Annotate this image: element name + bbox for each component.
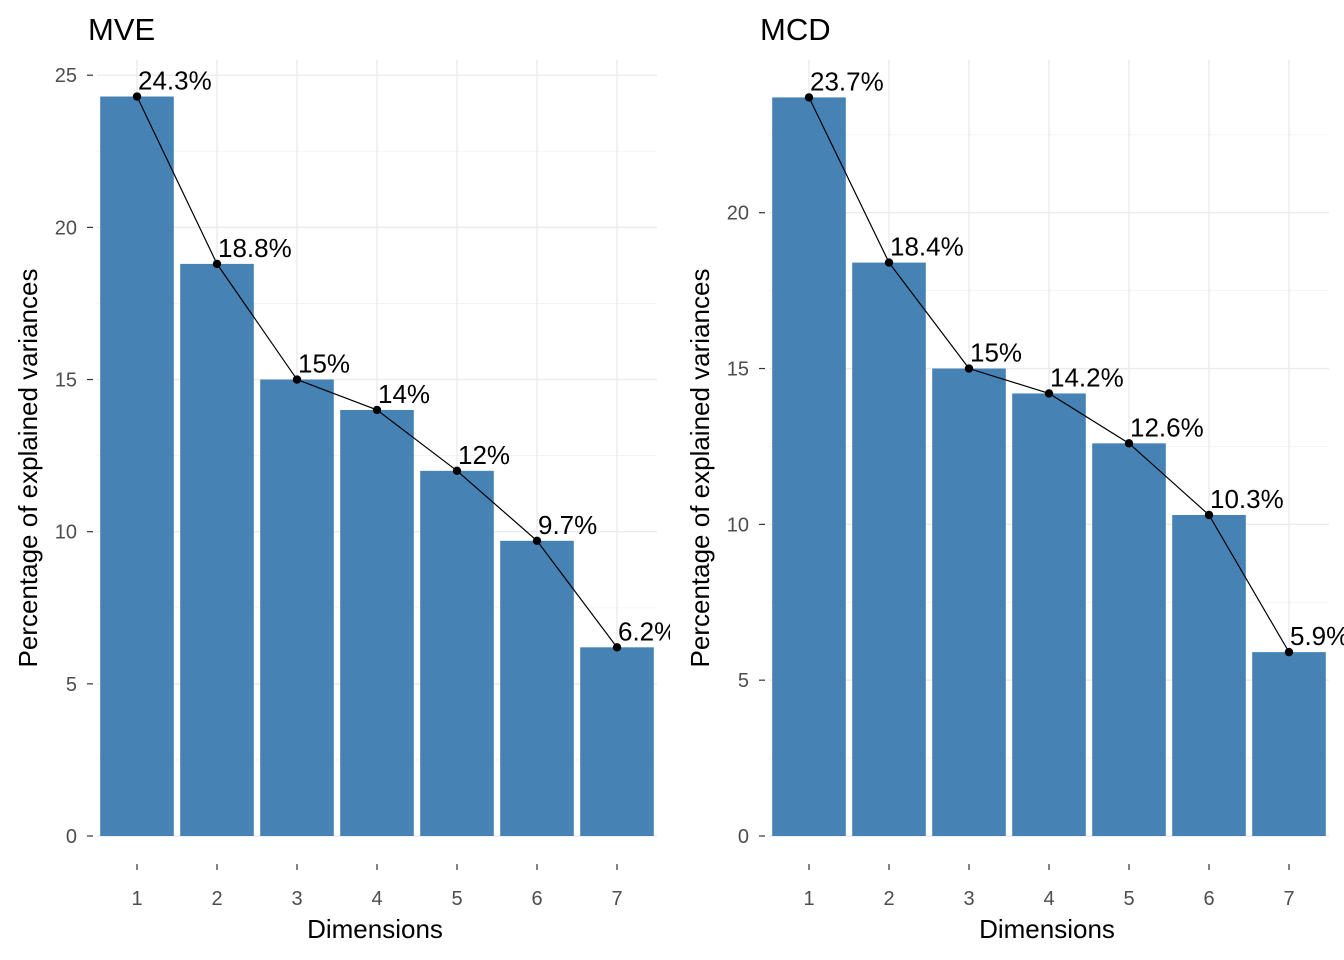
trend-point	[212, 259, 222, 269]
x-tick-label: 2	[883, 888, 894, 910]
bar-dimension-5	[420, 470, 494, 836]
data-label: 24.3%	[138, 66, 212, 96]
x-tick-label: 1	[803, 888, 814, 910]
data-label-group: 24.3% 18.8% 15% 14% 12% 9.7% 6.2%	[138, 66, 677, 647]
y-tick-label: 10	[55, 522, 77, 544]
x-tick-label: 5	[451, 888, 462, 910]
data-label: 14.2%	[1050, 362, 1124, 392]
bar-dimension-6	[500, 540, 574, 836]
trend-point	[1284, 647, 1294, 657]
x-tick-label: 7	[1283, 888, 1294, 910]
data-label: 18.8%	[218, 233, 292, 263]
bar-dimension-7	[1252, 652, 1326, 836]
data-label: 12.6%	[1130, 412, 1204, 442]
y-axis-title: Percentage of explained variances	[13, 269, 43, 668]
chart-title: MCD	[760, 12, 831, 47]
data-label: 18.4%	[890, 232, 964, 262]
x-tick-label: 6	[1203, 888, 1214, 910]
x-axis-title: Dimensions	[307, 914, 443, 944]
bar-dimension-3	[932, 368, 1006, 836]
bar-dimension-1	[100, 96, 174, 837]
y-tick-label: 20	[727, 203, 749, 225]
x-tick-label: 6	[531, 888, 542, 910]
y-tick-label: 20	[55, 217, 77, 239]
y-tick-label: 15	[727, 359, 749, 381]
x-tick-label: 1	[131, 888, 142, 910]
y-tick-label: 10	[727, 514, 749, 536]
y-tick-label: 25	[55, 65, 77, 87]
y-tick-label: 0	[66, 826, 77, 848]
y-axis-title: Percentage of explained variances	[685, 269, 715, 668]
x-tick-label: 4	[1043, 888, 1054, 910]
bar-dimension-1	[772, 97, 846, 837]
x-tick-label: 4	[371, 888, 382, 910]
trend-point	[372, 405, 382, 415]
trend-point	[132, 92, 142, 101]
data-label: 9.7%	[538, 510, 597, 540]
data-label: 10.3%	[1210, 484, 1284, 514]
y-tick-label: 5	[738, 670, 749, 692]
trend-point	[1044, 389, 1054, 398]
data-label: 5.9%	[1290, 621, 1344, 651]
bar-dimension-4	[1012, 393, 1086, 836]
bar-dimension-2	[180, 263, 254, 836]
trend-point	[804, 93, 814, 102]
data-label: 15%	[970, 338, 1022, 368]
trend-point	[1124, 439, 1134, 448]
x-tick-label: 2	[211, 888, 222, 910]
data-label: 14%	[378, 379, 430, 409]
data-label: 23.7%	[810, 66, 884, 96]
x-tick-label: 3	[963, 888, 974, 910]
trend-point	[1204, 510, 1214, 520]
y-tick-label: 0	[738, 826, 749, 848]
bar-dimension-7	[580, 647, 654, 836]
bar-dimension-4	[340, 409, 414, 836]
chart-panel-mcd: 23.7%18.4%15%14.2%12.6%10.3%5.9%05101520…	[685, 12, 1344, 944]
trend-point	[964, 364, 974, 373]
trend-point	[612, 643, 622, 652]
bar-dimension-6	[1172, 515, 1246, 836]
x-tick-label: 7	[611, 888, 622, 910]
x-tick-label: 3	[291, 888, 302, 910]
x-tick-label: 5	[1123, 888, 1134, 910]
data-label-group: 23.7% 18.4% 15% 14.2%12.6% 10.3% 5.9%	[810, 66, 1344, 651]
data-label: 6.2%	[618, 616, 677, 646]
trend-point	[452, 466, 462, 476]
y-tick-label: 5	[66, 674, 77, 696]
trend-point	[532, 536, 542, 546]
trend-point	[884, 258, 894, 267]
bar-dimension-5	[1092, 443, 1166, 836]
chart-title: MVE	[88, 12, 155, 47]
data-label: 15%	[298, 349, 350, 379]
y-tick-label: 15	[55, 370, 77, 392]
trend-point	[292, 375, 302, 384]
chart-panel-mve: 24.3% 18.8% 15% 14% 12% 9.7% 6.2% 0 5 10 15 20 25 1 2 3…	[13, 12, 677, 944]
bar-dimension-3	[260, 379, 334, 836]
bar-dimension-2	[852, 262, 926, 836]
x-axis-title: Dimensions	[979, 914, 1115, 944]
data-label: 12%	[458, 440, 510, 470]
